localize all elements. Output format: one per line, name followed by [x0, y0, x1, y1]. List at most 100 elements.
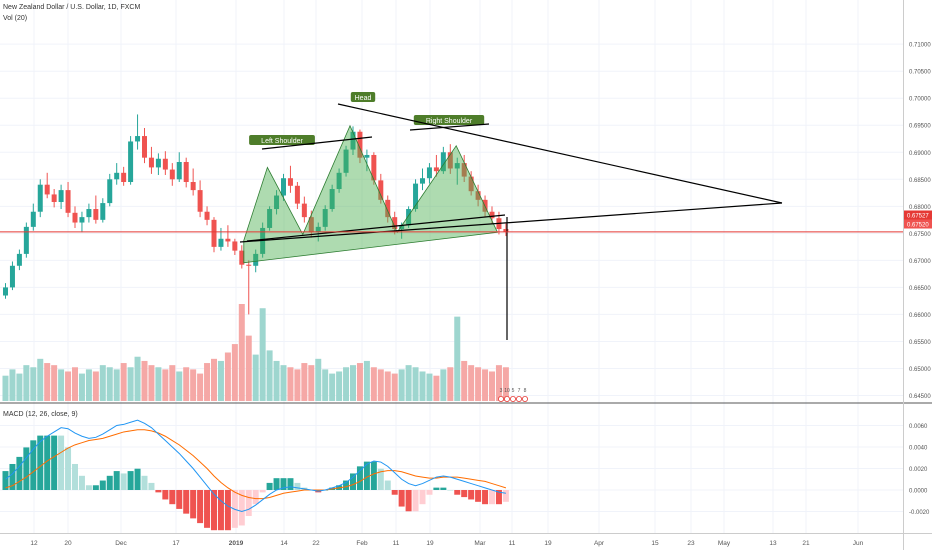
time-tick-label: 22 — [312, 540, 320, 547]
time-tick-label: 20 — [64, 540, 72, 547]
time-tick-label: Feb — [356, 540, 368, 547]
candle-body — [86, 209, 92, 218]
candle-body — [468, 176, 474, 192]
macd-hist-bar — [489, 490, 495, 505]
macd-hist-bar — [176, 490, 183, 509]
symbol-title[interactable]: New Zealand Dollar / U.S. Dollar, 1D, FX… — [3, 4, 141, 11]
candle-body — [58, 190, 64, 202]
macd-hist-bar — [99, 480, 106, 490]
macd-hist-bar — [190, 490, 197, 519]
volume-bar — [78, 373, 85, 401]
candle-body — [9, 265, 15, 288]
macd-hist-bar — [356, 466, 363, 490]
macd-tick-label: 0.0020 — [909, 467, 928, 473]
event-marker — [509, 395, 516, 402]
volume-bar — [294, 369, 301, 401]
macd-hist-bar — [162, 490, 169, 500]
macd-hist-bar — [287, 478, 294, 490]
volume-bar — [37, 358, 44, 401]
candle-body — [301, 203, 307, 218]
candle-body — [447, 152, 453, 169]
time-tick-label: 15 — [651, 540, 659, 547]
macd-hist-bar — [398, 490, 405, 507]
volume-bar — [162, 369, 169, 401]
macd-line — [5, 419, 506, 513]
candle-body — [253, 253, 259, 266]
macd-hist-bar — [280, 478, 287, 490]
volume-bar — [468, 365, 475, 401]
macd-hist-bar — [92, 485, 99, 490]
macd-hist-bar — [23, 447, 30, 490]
macd-legend[interactable]: MACD (12, 26, close, 9) — [3, 411, 78, 418]
candle-body — [399, 225, 405, 230]
macd-hist-bar — [85, 485, 92, 490]
volume-bar — [113, 369, 120, 401]
macd-hist-bar — [426, 490, 433, 495]
volume-bar — [65, 371, 72, 401]
volume-bar — [259, 308, 266, 401]
macd-hist-bar — [468, 490, 475, 500]
time-tick-label: 2019 — [229, 540, 244, 547]
volume-legend[interactable]: Vol (20) — [3, 15, 28, 22]
volume-bar — [391, 373, 398, 401]
macd-hist-bar — [78, 475, 85, 490]
volume-bar — [405, 365, 412, 401]
macd-hist-bar — [502, 490, 509, 502]
right-shoulder-line — [409, 123, 490, 131]
volume-bar — [273, 360, 280, 401]
macd-hist-bar — [447, 490, 454, 491]
candle-body — [454, 163, 460, 169]
volume-bar — [482, 369, 489, 401]
candle-body — [350, 131, 356, 150]
macd-hist-bar — [238, 490, 245, 526]
event-marker-label: 3 — [500, 388, 503, 394]
macd-hist-bar — [294, 482, 301, 490]
volume-layer — [2, 304, 509, 401]
macd-hist-bar — [141, 475, 148, 490]
macd-hist-bar — [155, 490, 162, 493]
macd-hist-bar — [51, 435, 58, 490]
price-tick-label: 0.68000 — [909, 205, 931, 211]
volume-bar — [155, 367, 162, 401]
candle-body — [413, 183, 419, 210]
macd-hist-bar — [405, 490, 412, 512]
volume-bar — [489, 371, 495, 401]
macd-tick-label: -0.0020 — [909, 510, 930, 516]
candle-body — [93, 209, 99, 220]
time-tick-label: 19 — [426, 540, 434, 547]
price-tick-label: 0.67000 — [909, 259, 931, 265]
neckline — [246, 214, 506, 242]
macd-hist-bar — [377, 468, 384, 490]
candle-body — [30, 211, 36, 227]
price-tick-label: 0.66500 — [909, 286, 931, 292]
price-badge — [904, 219, 932, 229]
event-marker-label: 8 — [524, 388, 527, 394]
candle-body — [426, 167, 432, 179]
event-marker — [497, 395, 504, 402]
volume-bar — [92, 371, 99, 401]
volume-bar — [51, 365, 58, 401]
pattern-label: Left Shoulder — [261, 138, 303, 145]
volume-bar — [211, 358, 217, 401]
volume-bar — [336, 371, 343, 401]
macd-hist-bar — [482, 490, 489, 505]
volume-bar — [377, 369, 384, 401]
macd-hist-bar — [72, 463, 78, 490]
event-marker-label: 5 — [512, 388, 515, 394]
volume-bar — [350, 365, 356, 401]
volume-bar — [245, 335, 252, 401]
candle-body — [378, 180, 384, 200]
candle-body — [162, 158, 168, 170]
macd-hist-bar — [169, 490, 176, 505]
time-tick-label: Dec — [115, 540, 127, 547]
upper-trendline — [337, 103, 783, 204]
macd-tick-label: 0.0040 — [909, 446, 928, 452]
left-shoulder-line — [261, 136, 373, 150]
macd-hist-bar — [120, 473, 127, 490]
volume-bar — [287, 367, 294, 401]
candle-body — [107, 179, 113, 204]
time-tick-label: 14 — [280, 540, 288, 547]
macd-hist-bar — [252, 490, 259, 505]
